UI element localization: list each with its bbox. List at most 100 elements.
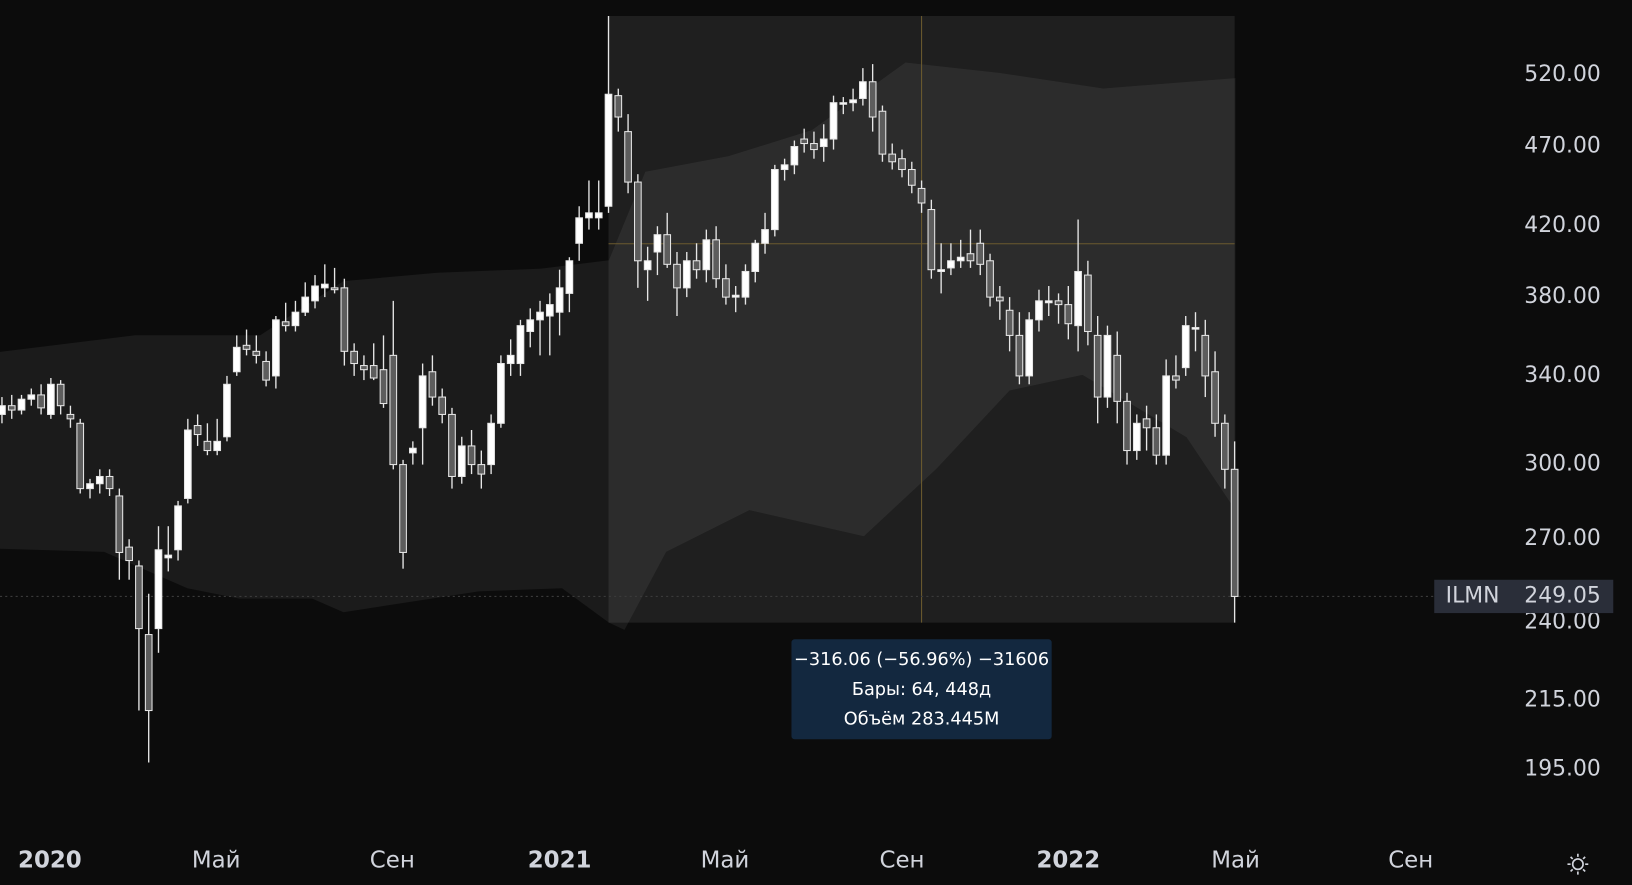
candle-body (409, 447, 417, 454)
candle-body (1054, 300, 1063, 306)
candle-body (448, 413, 456, 478)
candle-body (849, 99, 857, 104)
y-tick-label: 380.00 (1524, 284, 1600, 309)
candle-body (301, 296, 310, 313)
candle-body (761, 229, 769, 244)
candle-body (291, 311, 300, 327)
candles (0, 15, 1239, 763)
candle-body (966, 253, 975, 262)
candle-body (673, 263, 681, 289)
candle-body (360, 365, 368, 371)
candle-body (526, 319, 535, 333)
candle-body (810, 143, 818, 151)
candle-body (663, 234, 672, 265)
candle-body (643, 260, 652, 271)
candle-body (907, 168, 916, 186)
candle-body (1123, 400, 1131, 452)
x-tick-label: Май (1211, 848, 1260, 874)
candle-body (1181, 325, 1190, 369)
candle-body (790, 146, 799, 166)
candle-body (389, 354, 398, 466)
last-price-label: 249.05 (1524, 583, 1600, 608)
candle-body (203, 440, 212, 452)
candle-body (506, 354, 515, 365)
candle-body (330, 287, 339, 291)
candle-body (1113, 354, 1122, 402)
candle-body (457, 445, 466, 478)
candle-body (47, 383, 55, 415)
candle-body (438, 396, 447, 415)
candle-body (272, 319, 280, 377)
candle-body (311, 285, 319, 302)
candle-body (692, 260, 701, 271)
candle-body (144, 634, 153, 712)
candle-body (1191, 327, 1200, 330)
candle-body (76, 422, 85, 490)
candle-body (115, 495, 124, 553)
symbol-label: ILMN (1446, 583, 1500, 608)
y-tick-label: 240.00 (1524, 610, 1600, 635)
candle-body (1152, 427, 1161, 456)
candle-body (164, 554, 173, 559)
candle-body (770, 168, 779, 231)
candle-body (614, 95, 623, 118)
candle-body (1025, 319, 1034, 377)
candle-body (418, 375, 427, 429)
candle-body (1142, 418, 1151, 429)
candle-body (937, 269, 945, 273)
candle-body (399, 464, 407, 553)
candle-body (594, 212, 603, 219)
candle-body (702, 239, 711, 271)
x-tick-label: Май (192, 848, 241, 874)
y-tick-label: 300.00 (1524, 452, 1600, 477)
candle-body (859, 81, 867, 99)
y-tick-label: 520.00 (1524, 62, 1600, 87)
candle-body (340, 287, 349, 352)
candle-body (780, 164, 789, 171)
candle-body (976, 242, 985, 265)
candle-body (1162, 375, 1170, 456)
x-tick-label: Сен (1388, 848, 1433, 874)
candle-body (428, 371, 437, 398)
tooltip-box (791, 639, 1052, 740)
candle-body (1132, 422, 1141, 452)
candle-body (467, 445, 476, 466)
candle-body (917, 187, 926, 204)
candle-body (536, 311, 544, 321)
candle-body (125, 546, 133, 562)
candle-body (555, 287, 564, 313)
candle-body (868, 81, 877, 118)
y-tick-label: 340.00 (1524, 363, 1600, 388)
candle-body (1172, 375, 1180, 381)
tooltip-text: Бары: 64, 448д (852, 680, 991, 700)
candle-body (66, 413, 75, 420)
candle-body (653, 234, 662, 253)
price-badge (1434, 579, 1614, 614)
candle-body (986, 260, 994, 298)
candle-body (516, 325, 525, 365)
candle-body (320, 283, 329, 289)
candle-body (1201, 334, 1210, 377)
candle-body (193, 425, 202, 436)
candle-body (252, 350, 261, 356)
candle-body (1005, 309, 1014, 336)
candle-body (604, 93, 613, 207)
candle-body (634, 181, 642, 262)
candle-body (1230, 468, 1239, 597)
candle-body (135, 565, 143, 630)
candle-body (1221, 422, 1229, 470)
candle-body (1074, 270, 1082, 327)
candle-body (819, 138, 828, 148)
x-tick-label: Сен (370, 848, 415, 874)
candle-body (712, 239, 720, 280)
candle-body (350, 350, 358, 365)
candle-body (242, 344, 251, 350)
candle-body (722, 278, 730, 298)
candle-body (575, 217, 584, 244)
candle-body (183, 429, 192, 499)
candle-body (379, 369, 388, 405)
candle-body (1084, 274, 1092, 333)
candle-body (497, 362, 505, 424)
settings-icon[interactable] (1567, 853, 1589, 875)
candle-body (731, 294, 740, 298)
